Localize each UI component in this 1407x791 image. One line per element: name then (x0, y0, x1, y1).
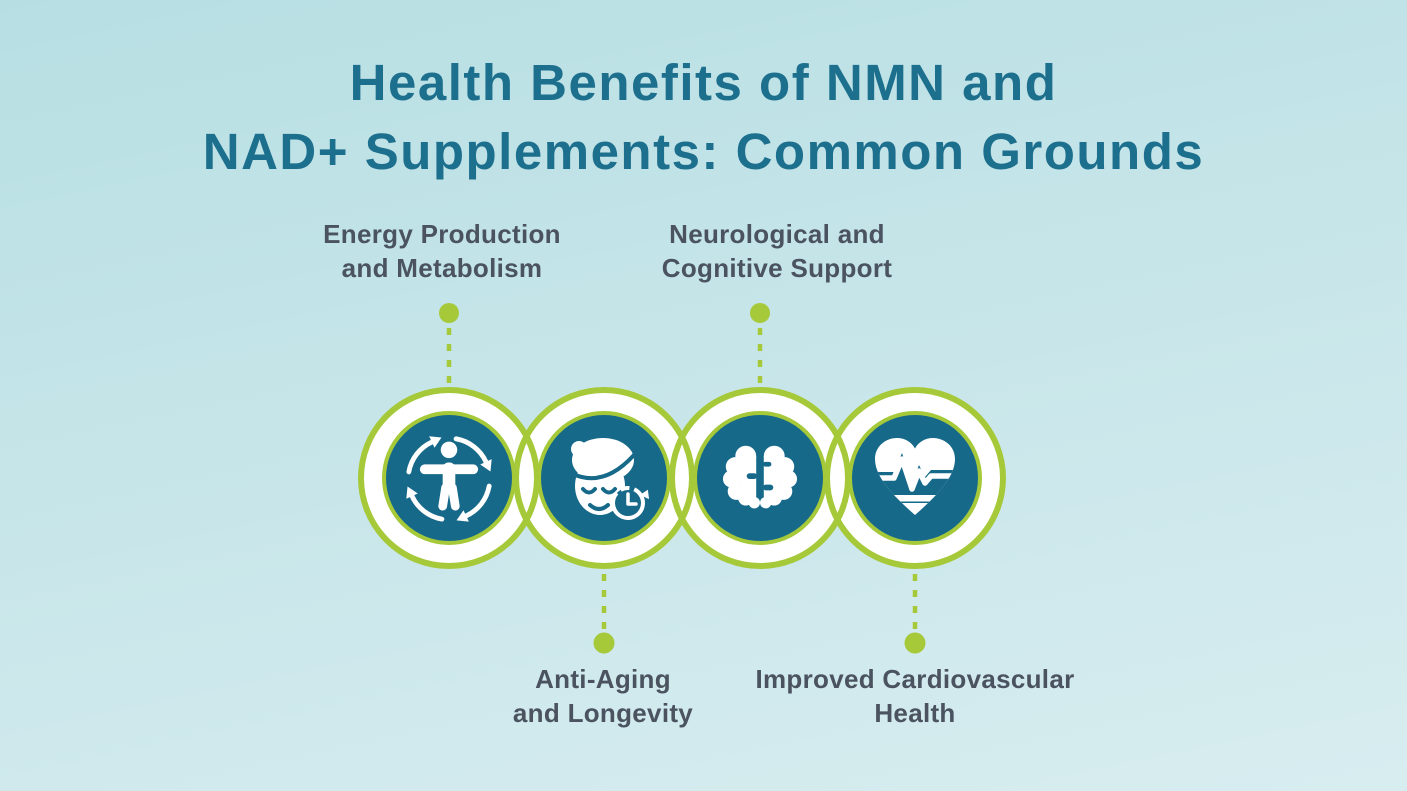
benefit-label-line: and Longevity (512, 697, 694, 728)
benefit-label-line: and Metabolism (341, 252, 543, 283)
heart-pulse-icon (875, 438, 955, 515)
connector-top-neurological (750, 303, 770, 385)
connector-bottom-cardiovascular (904, 574, 926, 654)
metabolism-cycle-icon (406, 436, 492, 522)
benefit-label-line: Energy Production (323, 219, 561, 249)
page-title-line2: NAD+ Supplements: Common Grounds (202, 123, 1205, 181)
benefit-label-line: Improved Cardiovascular (755, 664, 1075, 694)
benefit-label-anti-aging: Anti-Aging and Longevity (442, 663, 764, 731)
benefit-label-line: Cognitive Support (661, 252, 893, 283)
connector-bottom-anti-aging (593, 574, 615, 654)
benefit-label-line: Anti-Aging (535, 664, 671, 694)
anti-aging-face-clock-icon (571, 438, 650, 520)
page-title-line1: Health Benefits of NMN and (349, 54, 1058, 111)
brain-icon (722, 445, 798, 509)
connector-top-energy (439, 303, 459, 385)
page-title: Health Benefits of NMN and NAD+ Suppleme… (0, 48, 1407, 187)
connector-dot (750, 303, 770, 323)
connector-dot (904, 632, 926, 654)
benefit-label-line: Neurological and (669, 219, 885, 249)
benefit-label-neurological-support: Neurological and Cognitive Support (616, 218, 938, 286)
benefit-label-energy-production: Energy Production and Metabolism (281, 218, 603, 286)
connector-dot (593, 632, 615, 654)
benefit-label-line: Health (874, 697, 956, 728)
connector-dot (439, 303, 459, 323)
benefit-label-cardiovascular: Improved Cardiovascular Health (713, 663, 1117, 731)
benefit-circles (358, 387, 1006, 569)
